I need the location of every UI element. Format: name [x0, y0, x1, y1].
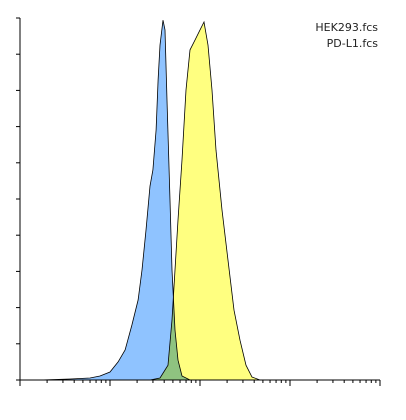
legend-entry: HEK293.fcs [315, 21, 378, 34]
legend-entry: PD-L1.fcs [327, 37, 379, 50]
histogram-area [149, 20, 261, 381]
histogram-area [39, 20, 191, 381]
